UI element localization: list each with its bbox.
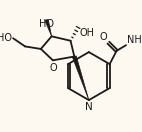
Text: HO: HO <box>39 19 54 29</box>
Text: O: O <box>100 32 107 42</box>
Polygon shape <box>72 56 89 100</box>
Polygon shape <box>45 19 52 36</box>
Text: HO: HO <box>0 33 12 43</box>
Text: NH₂: NH₂ <box>127 35 142 45</box>
Text: O: O <box>50 63 57 74</box>
Text: OH: OH <box>80 28 95 38</box>
Text: N: N <box>85 102 93 112</box>
